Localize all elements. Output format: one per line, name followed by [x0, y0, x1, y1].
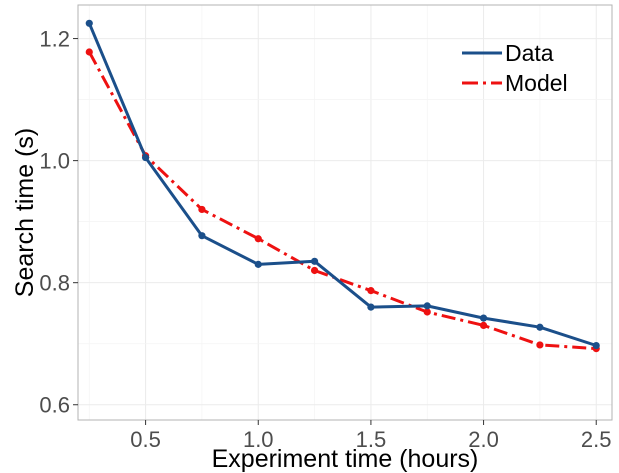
data-point-model — [254, 235, 262, 243]
data-point-data — [479, 314, 488, 322]
data-point-model — [536, 341, 544, 349]
data-point-data — [592, 341, 600, 350]
data-point-model — [367, 287, 375, 295]
data-point-model — [310, 266, 319, 275]
y-axis-ticks: 0.6 0.8 1.0 1.2 — [39, 27, 78, 418]
data-point-data — [423, 302, 431, 310]
legend-entry-model: Model — [462, 70, 568, 96]
series-line-model — [87, 51, 597, 351]
data-point-model — [85, 48, 93, 56]
x-axis-title: Experiment time (hours) — [212, 445, 479, 473]
legend-entry-data: Data — [462, 40, 554, 66]
y-tick-label: 1.0 — [39, 149, 70, 174]
x-axis-ticks: 0.5 1.0 1.5 2.0 2.5 — [130, 420, 612, 452]
data-point-data — [310, 257, 319, 265]
x-tick-label: 0.5 — [130, 427, 161, 452]
y-tick-label: 1.2 — [39, 27, 70, 52]
series-model — [85, 48, 600, 353]
series-line-data — [87, 21, 598, 347]
series-data — [85, 19, 600, 350]
data-point-data — [141, 153, 150, 162]
legend-label-model: Model — [505, 70, 568, 96]
y-tick-label: 0.6 — [39, 393, 70, 418]
x-tick-label: 1.5 — [356, 427, 387, 452]
y-axis-title: Search time (s) — [11, 128, 39, 297]
data-point-data — [85, 19, 93, 27]
data-point-data — [536, 323, 544, 331]
grid — [78, 5, 612, 420]
data-point-model — [198, 205, 206, 214]
legend: Data Model — [462, 40, 568, 96]
legend-label-data: Data — [505, 40, 554, 66]
data-point-data — [198, 232, 206, 240]
data-point-data — [367, 303, 375, 311]
data-point-model — [479, 321, 488, 330]
plot-panel — [77, 4, 613, 421]
y-tick-label: 0.8 — [39, 271, 70, 296]
x-tick-label: 1.0 — [243, 427, 274, 452]
data-point-model — [423, 308, 431, 316]
x-tick-label: 2.5 — [581, 427, 612, 452]
data-point-data — [254, 260, 262, 268]
x-tick-label: 2.0 — [468, 427, 499, 452]
series-layer — [85, 19, 600, 353]
